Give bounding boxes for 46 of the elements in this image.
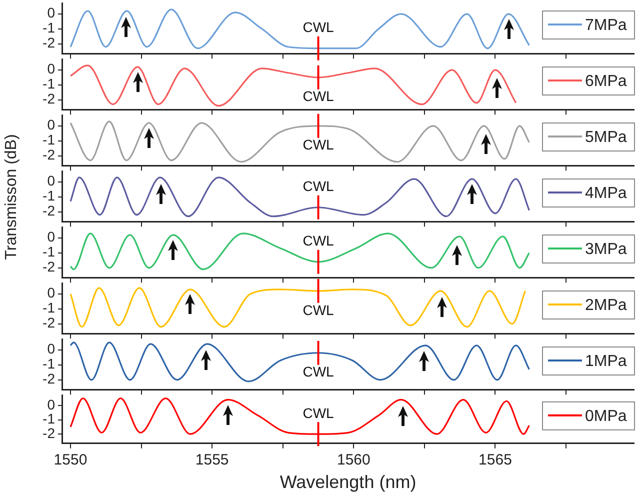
legend-label: 0MPa (585, 408, 627, 425)
y-tick-label: -2 (42, 370, 56, 387)
x-tick-label: 1565 (478, 452, 512, 469)
x-tick-label: 1555 (195, 452, 229, 469)
ref-line-label: CWL (302, 302, 334, 318)
y-axis-title: Transmisson (dB) (2, 132, 21, 262)
y-tick-label: -2 (42, 146, 56, 163)
x-tick-label: 1550 (54, 452, 88, 469)
y-tick-label: 0 (47, 284, 56, 301)
y-tick-label: -2 (42, 34, 56, 51)
legend-label: 7MPa (585, 16, 627, 34)
y-tick-label: -2 (42, 258, 56, 275)
y-tick-label: -2 (42, 424, 56, 441)
y-tick-label: -1 (42, 132, 56, 148)
ref-line-label: CWL (302, 364, 334, 380)
y-tick-label: -2 (42, 314, 56, 331)
y-tick-label: 0 (47, 4, 56, 21)
legend-label: 1MPa (585, 352, 627, 370)
y-tick-label: 0 (47, 396, 56, 412)
ref-line-label: CWL (302, 19, 334, 36)
ref-line-label: CWL (302, 178, 334, 194)
y-tick-label: -1 (42, 20, 56, 36)
ref-line-label: CWL (302, 136, 334, 153)
y-tick-label: 0 (47, 116, 56, 133)
y-tick-label: -2 (42, 90, 56, 107)
ref-line-label: CWL (302, 404, 334, 421)
y-tick-label: -1 (42, 76, 56, 92)
legend-label: 6MPa (585, 72, 627, 90)
y-tick-label: 0 (47, 60, 56, 77)
y-tick-label: -1 (42, 410, 56, 427)
y-tick-label: -1 (42, 300, 56, 316)
ref-line-label: CWL (302, 232, 334, 249)
y-tick-label: -2 (42, 202, 56, 219)
x-axis-title: Wavelength (nm) (280, 472, 416, 492)
legend-label: 2MPa (585, 296, 627, 314)
ref-line-label: CWL (302, 88, 334, 104)
legend-label: 5MPa (585, 128, 627, 146)
y-tick-label: -1 (42, 188, 56, 204)
x-tick-label: 1560 (336, 452, 370, 469)
y-tick-label: -1 (42, 356, 56, 372)
legend-label: 3MPa (585, 240, 627, 258)
y-tick-label: 0 (47, 340, 56, 357)
y-tick-label: -1 (42, 244, 56, 260)
y-tick-label: 0 (47, 228, 56, 245)
legend-label: 4MPa (585, 184, 627, 202)
y-tick-label: 0 (47, 172, 56, 189)
